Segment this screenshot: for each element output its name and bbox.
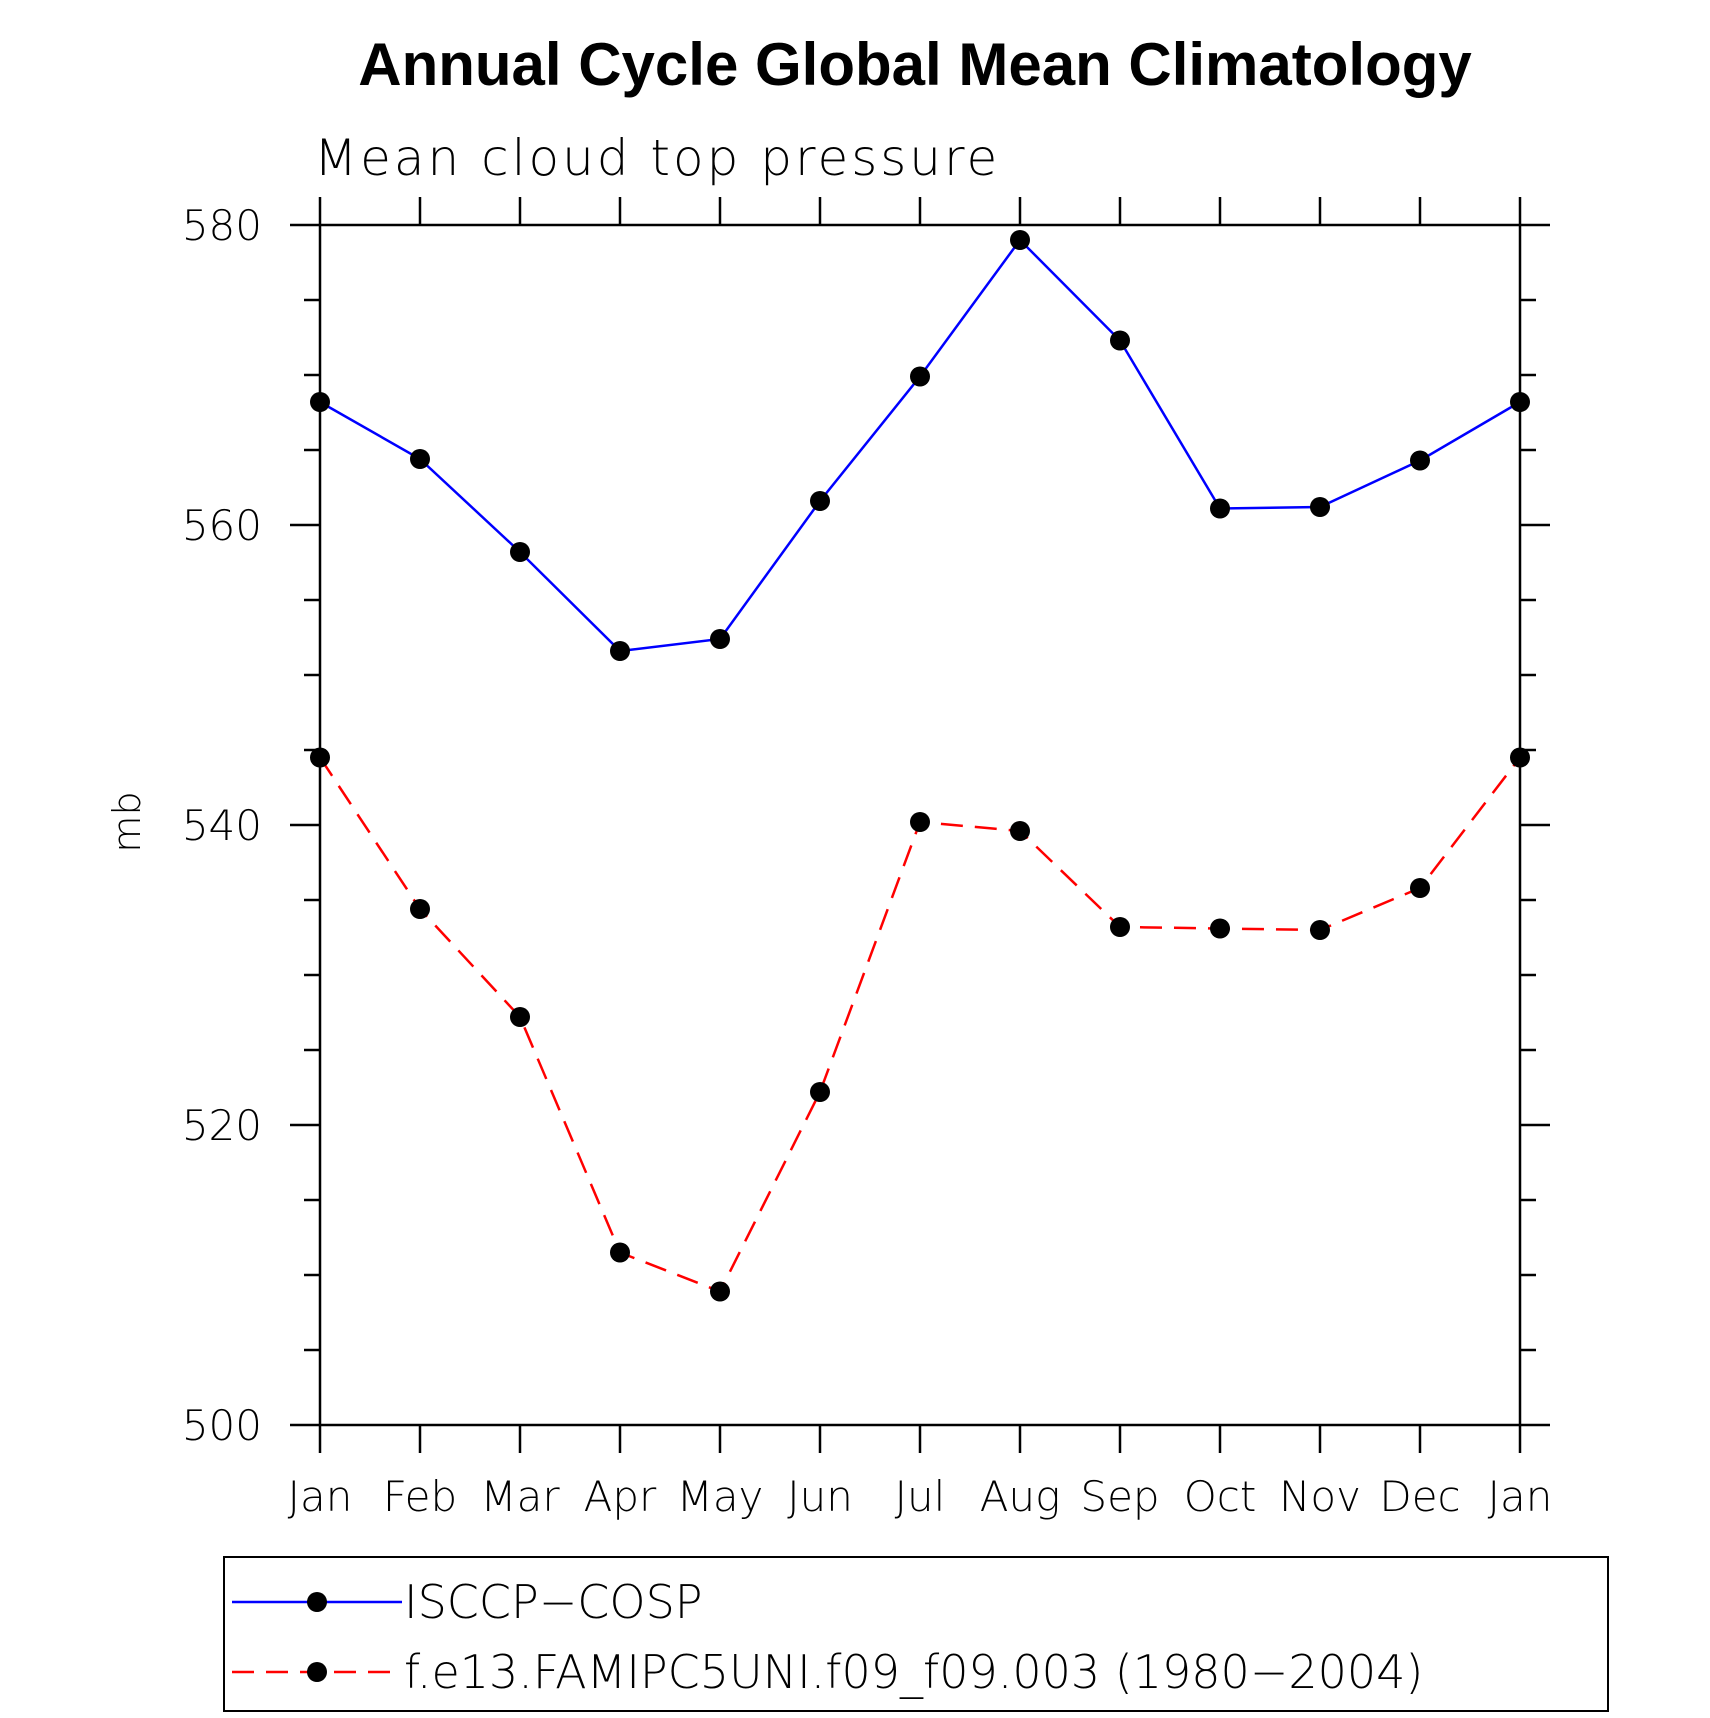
x-tick-label: Jul	[895, 1472, 946, 1521]
series-0-point	[510, 542, 530, 562]
series-1-point	[1510, 747, 1530, 768]
series-0-point	[410, 449, 430, 469]
x-tick-label: Feb	[383, 1472, 457, 1521]
series-0-point	[710, 629, 730, 649]
legend-label-isccp: ISCCP−COSP	[404, 1575, 703, 1629]
series-1-point	[1110, 917, 1130, 937]
y-tick-label: 500	[182, 1401, 262, 1450]
series-0-point	[1310, 497, 1330, 517]
x-tick-label: Apr	[584, 1472, 657, 1521]
series-0-point	[1210, 498, 1230, 519]
series-1-point	[310, 747, 330, 768]
y-tick-label: 540	[182, 801, 262, 850]
legend: ISCCP−COSP f.e13.FAMIPC5UNI.f09_f09.003 …	[223, 1556, 1609, 1712]
series-1-point	[910, 812, 930, 832]
series-1-point	[1210, 918, 1230, 939]
series-0-point	[310, 392, 330, 412]
x-tick-label: Jun	[787, 1472, 853, 1521]
series-0-point	[1110, 330, 1130, 351]
x-tick-label: Jan	[1488, 1472, 1553, 1521]
series-1-point	[1410, 878, 1430, 898]
x-tick-label: May	[677, 1472, 764, 1521]
series-0-point	[610, 641, 630, 661]
legend-swatch-model-marker	[307, 1662, 327, 1682]
series-0-point	[910, 366, 930, 387]
y-axis: 500 520 540 560 580	[182, 201, 1550, 1450]
x-tick-label: Nov	[1279, 1472, 1361, 1521]
x-tick-label: Aug	[980, 1472, 1061, 1521]
series-1-point	[810, 1082, 830, 1102]
y-tick-label: 560	[182, 501, 262, 550]
series-1-point	[1310, 920, 1330, 940]
y-tick-label: 520	[182, 1101, 262, 1150]
series-1-point	[410, 899, 430, 919]
series-0-point	[1010, 230, 1030, 250]
legend-swatch-isccp-marker	[307, 1592, 327, 1612]
series-line-1	[318, 756, 1521, 1294]
series-0-point	[1510, 392, 1530, 412]
y-tick-label: 580	[182, 201, 262, 250]
legend-label-model: f.e13.FAMIPC5UNI.f09_f09.003 (1980−2004)	[404, 1645, 1423, 1699]
series-1-point	[710, 1281, 730, 1302]
series-line-0	[319, 238, 1521, 653]
series-layer	[310, 230, 1530, 1302]
y-axis-label: mb	[105, 791, 149, 852]
series-0-point	[810, 491, 830, 511]
legend-box	[223, 1556, 1609, 1712]
chart-title: Annual Cycle Global Mean Climatology	[358, 31, 1472, 98]
x-axis: Jan Feb Mar Apr May Jun Jul Aug Sep Oct Nov Dec Jan	[288, 197, 1553, 1521]
x-tick-label: Mar	[480, 1472, 560, 1521]
series-1-point	[510, 1007, 530, 1027]
x-tick-label: Dec	[1379, 1472, 1460, 1521]
series-1-point	[610, 1242, 630, 1263]
x-tick-label: Sep	[1080, 1472, 1159, 1521]
series-1-point	[1010, 821, 1030, 841]
chart-subtitle: Mean cloud top pressure	[314, 129, 1000, 187]
x-tick-label: Jan	[288, 1472, 353, 1521]
x-tick-label: Oct	[1184, 1472, 1257, 1521]
series-0-point	[1410, 450, 1430, 471]
